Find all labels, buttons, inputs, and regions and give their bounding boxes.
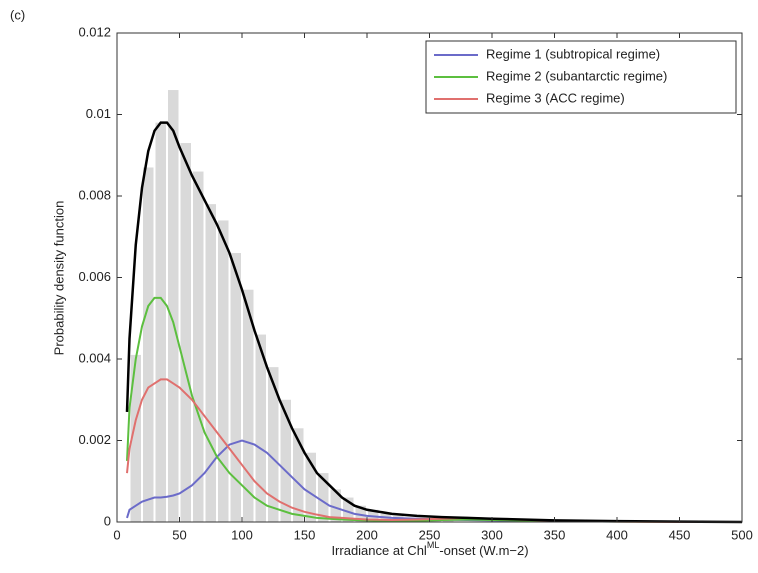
y-tick-label: 0.01 <box>86 106 111 121</box>
histogram-bar <box>143 167 154 522</box>
y-tick-label: 0 <box>104 513 111 528</box>
x-tick-label: 150 <box>294 527 316 542</box>
histogram-bar <box>255 334 266 522</box>
histogram-bar <box>305 452 316 522</box>
x-tick-label: 400 <box>606 527 628 542</box>
legend-label: Regime 2 (subantarctic regime) <box>486 68 667 83</box>
total-line <box>125 121 743 524</box>
x-tick-label: 450 <box>669 527 691 542</box>
y-tick-label: 0.008 <box>78 187 111 202</box>
x-label-tail: -onset (W.m−2) <box>439 543 528 558</box>
histogram-bar <box>180 143 191 522</box>
x-tick-label: 300 <box>481 527 503 542</box>
histogram-bar <box>280 399 291 522</box>
x-tick-label: 200 <box>356 527 378 542</box>
histogram-bar <box>230 253 241 523</box>
x-tick-label: 500 <box>731 527 753 542</box>
histogram-bar <box>318 473 329 522</box>
regime-line <box>126 296 742 523</box>
x-label-main: Irradiance at Chl <box>331 543 426 558</box>
histogram-bar <box>268 367 279 522</box>
x-tick-label: 250 <box>419 527 441 542</box>
histogram-bar <box>343 497 354 522</box>
y-tick-label: 0.004 <box>78 350 111 365</box>
x-tick-label: 50 <box>172 527 186 542</box>
y-tick-label: 0.012 <box>78 24 111 39</box>
histogram-bar <box>130 354 141 522</box>
histogram-bar <box>243 289 254 522</box>
x-axis-label: Irradiance at ChlML-onset (W.m−2) <box>331 540 528 558</box>
y-tick-label: 0.006 <box>78 269 111 284</box>
histogram-bar <box>155 122 166 523</box>
histogram-bar <box>168 90 179 523</box>
histogram-bar <box>205 204 216 522</box>
histogram-bar <box>193 171 204 523</box>
histogram-bar <box>330 489 341 522</box>
y-axis-label: Probability density function <box>51 201 66 356</box>
x-label-sup: ML <box>427 540 440 550</box>
x-tick-label: 0 <box>113 527 120 542</box>
y-tick-label: 0.002 <box>78 432 111 447</box>
histogram-bar <box>218 220 229 522</box>
legend-label: Regime 3 (ACC regime) <box>486 90 625 105</box>
x-tick-label: 100 <box>231 527 253 542</box>
histogram-bar <box>293 428 304 522</box>
x-tick-label: 350 <box>544 527 566 542</box>
legend-label: Regime 1 (subtropical regime) <box>486 46 660 61</box>
panel-label: (c) <box>10 7 25 22</box>
histogram-bar <box>355 505 366 522</box>
